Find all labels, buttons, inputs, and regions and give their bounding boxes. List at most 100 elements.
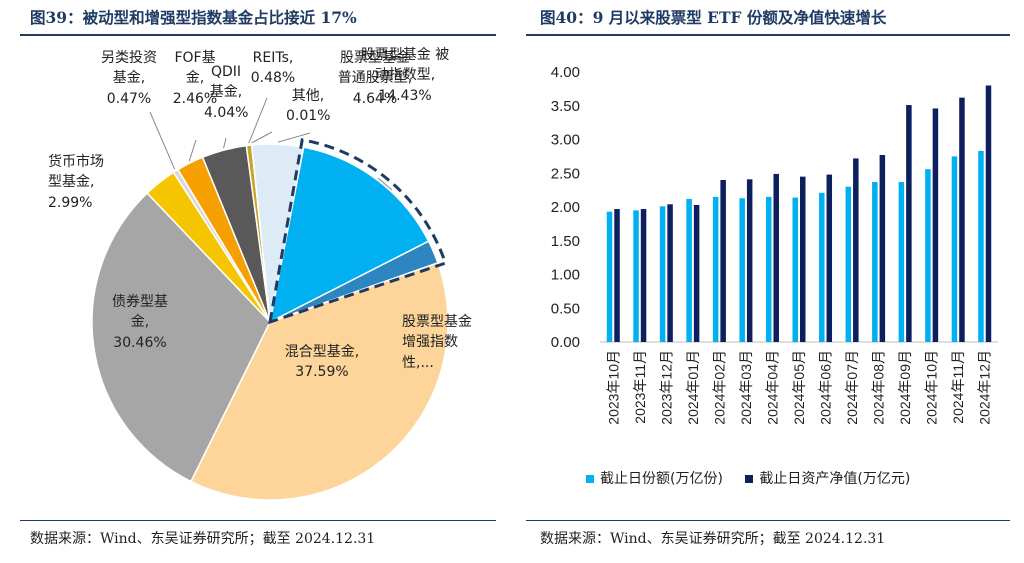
- pie-slice-3: [91, 192, 271, 483]
- bar-nav-12: [932, 108, 939, 342]
- bar-source-rule: [526, 520, 1010, 521]
- pie-label-hybrid: 混合型基金, 37.59%: [272, 342, 372, 383]
- pie-label-other: 其他, 0.01%: [286, 86, 330, 127]
- bar-shares-3: [686, 198, 692, 342]
- y-tick-label: 1.50: [551, 233, 580, 250]
- pie-leader-line-5: [149, 111, 176, 170]
- bar-shares-8: [819, 192, 825, 342]
- fund-share-pie-panel: 图39：被动型和增强型指数基金占比接近 17% 股票型基金 被动指数型, 14.…: [0, 0, 500, 563]
- pie-label-other-value: 0.01%: [286, 108, 331, 125]
- bar-shares-7: [792, 197, 798, 342]
- legend-item-nav: 截止日资产净值(万亿元): [745, 468, 910, 488]
- x-tick-label: 2024年09月: [897, 350, 913, 425]
- legend-swatch-shares: [586, 475, 594, 483]
- pie-label-common-stock-value: 4.64%: [352, 90, 398, 107]
- x-tick-label: 2024年10月: [924, 350, 940, 425]
- bar-shares-13: [951, 156, 958, 342]
- x-tick-label: 2024年04月: [764, 350, 780, 425]
- x-tick-label: 2024年02月: [711, 350, 727, 425]
- pie-label-bond-name: 债券型基金,: [112, 294, 168, 331]
- bar-shares-10: [872, 182, 878, 342]
- pie-slice-0: [268, 146, 430, 324]
- pie-label-reits-name: REITs,: [252, 50, 294, 66]
- pie-label-fof-name: FOF基金,: [174, 50, 216, 87]
- x-tick-label: 2024年07月: [844, 350, 860, 425]
- bar-nav-11: [906, 105, 912, 342]
- x-tick-label: 2024年03月: [738, 350, 754, 425]
- bar-nav-1: [640, 209, 647, 342]
- bar-shares-12: [925, 169, 931, 342]
- pie-label-passive-index: 股票型基金 被动指数型, 14.43%: [360, 45, 450, 106]
- bar-shares-6: [765, 196, 772, 342]
- pie-label-alternative-value: 0.47%: [106, 90, 152, 107]
- pie-slice-2: [189, 261, 449, 501]
- pie-label-fof: FOF基金, 2.46%: [170, 48, 220, 109]
- x-tick-label: 2024年05月: [791, 350, 807, 425]
- pie-label-enhanced-index-name: 股票型基金 增强指数性,...: [402, 314, 472, 371]
- y-tick-label: 2.00: [551, 199, 580, 216]
- legend-label-shares: 截止日份额(万亿份): [600, 471, 723, 487]
- y-tick-label: 0.50: [551, 300, 580, 317]
- bar-nav-14: [985, 85, 992, 342]
- bar-nav-3: [693, 204, 700, 342]
- fund-type-pie-chart: [91, 97, 449, 501]
- bar-chart-legend: 截止日份额(万亿份) 截止日资产净值(万亿元): [586, 468, 928, 488]
- bar-nav-5: [746, 179, 753, 342]
- y-tick-label: 1.00: [551, 267, 580, 284]
- bar-shares-9: [845, 186, 852, 342]
- bar-shares-11: [898, 182, 905, 342]
- pie-label-qdii-name: QDII基金,: [209, 64, 243, 101]
- pie-label-hybrid-value: 37.59%: [295, 364, 349, 381]
- bar-nav-9: [853, 158, 859, 342]
- bar-source-note: 数据来源：Wind、东吴证券研究所；截至 2024.12.31: [540, 531, 886, 547]
- y-tick-label: 0.00: [551, 334, 580, 351]
- x-tick-label: 2024年11月: [950, 350, 966, 424]
- pie-label-money-market-name: 货币市场型基金,: [48, 154, 104, 191]
- pie-label-enhanced-index: 股票型基金 增强指数性,...: [402, 312, 484, 373]
- bar-nav-4: [720, 180, 726, 342]
- bar-title-rule: [526, 34, 1010, 36]
- bar-nav-8: [826, 174, 833, 342]
- x-tick-label: 2023年10月: [605, 350, 621, 425]
- pie-leader-line-10: [277, 132, 311, 143]
- x-tick-label: 2023年11月: [632, 350, 648, 424]
- pie-leader-line-9: [251, 131, 273, 144]
- pie-source-rule: [20, 520, 496, 521]
- bar-nav-13: [959, 97, 965, 343]
- bar-shares-4: [712, 196, 719, 342]
- pie-label-hybrid-name: 混合型基金,: [284, 344, 360, 360]
- bar-shares-1: [633, 210, 639, 342]
- x-tick-label: 2023年12月: [658, 350, 674, 425]
- pie-label-other-name: 其他,: [291, 88, 325, 104]
- pie-leader-line-6: [188, 139, 197, 162]
- pie-label-money-market-value: 2.99%: [48, 194, 93, 211]
- pie-label-fof-value: 2.46%: [172, 90, 218, 107]
- y-tick-label: 3.50: [551, 98, 580, 115]
- etf-shares-nav-bar-chart: 0.00 0.50 1.00 1.50 2.00 2.50 3.00 3.50 4.00 2023…: [551, 64, 998, 425]
- bar-nav-2: [667, 204, 673, 342]
- pie-label-reits-value: 0.48%: [250, 70, 296, 87]
- pie-leader-line-8: [248, 97, 268, 144]
- x-tick-label: 2024年06月: [818, 350, 834, 425]
- x-tick-label: 2024年08月: [871, 350, 887, 425]
- legend-swatch-nav: [745, 475, 754, 483]
- pie-label-bond: 债券型基金, 30.46%: [104, 292, 176, 353]
- bar-shares-14: [978, 150, 984, 342]
- pie-label-money-market: 货币市场型基金, 2.99%: [48, 152, 110, 213]
- y-tick-label: 4.00: [551, 64, 580, 81]
- pie-label-alternative: 另类投资基金, 0.47%: [96, 48, 162, 109]
- pie-panel-title: 图39：被动型和增强型指数基金占比接近 17%: [30, 8, 357, 27]
- bar-shares-2: [659, 206, 666, 342]
- bar-nav-7: [800, 176, 806, 342]
- pie-label-common-stock: 股票型基金 普通股票型, 4.64%: [336, 48, 414, 109]
- etf-growth-bar-panel: 图40：9 月以来股票型 ETF 份额及净值快速增长 0.00 0.50 1.00 1…: [512, 0, 1024, 563]
- bar-nav-0: [614, 209, 620, 342]
- pie-label-reits: REITs, 0.48%: [248, 48, 298, 89]
- pie-leader-line-0: [377, 177, 393, 191]
- pie-title-rule: [20, 34, 496, 36]
- pie-label-common-stock-name: 股票型基金 普通股票型,: [337, 50, 413, 87]
- legend-item-shares: 截止日份额(万亿份): [586, 468, 723, 488]
- bar-panel-title: 图40：9 月以来股票型 ETF 份额及净值快速增长: [540, 8, 887, 27]
- x-tick-label: 2024年12月: [977, 350, 993, 425]
